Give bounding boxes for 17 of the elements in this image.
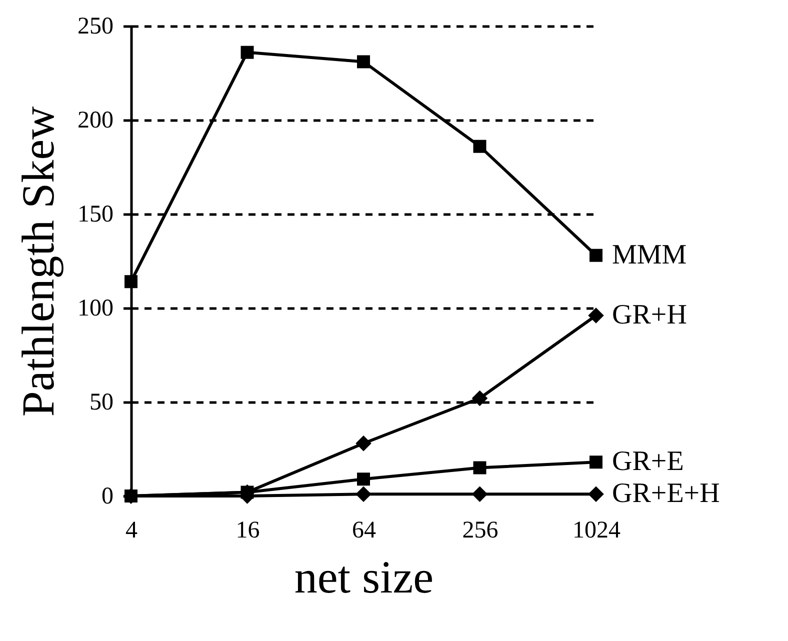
x-axis-title: net size — [294, 552, 434, 602]
x-tick-label: 16 — [236, 518, 260, 544]
y-tick-label: 100 — [78, 296, 114, 322]
series-label: GR+H — [612, 300, 687, 331]
y-tick-label: 0 — [102, 484, 114, 510]
y-tick-label: 250 — [78, 14, 114, 40]
series-label: GR+E+H — [612, 478, 720, 510]
x-tick-label: 64 — [352, 518, 376, 544]
y-tick-label: 50 — [90, 390, 114, 416]
x-tick-label: 1024 — [572, 518, 620, 544]
y-tick-label: 200 — [78, 108, 114, 134]
x-tick-label: 256 — [462, 518, 498, 544]
y-tick-label: 150 — [78, 202, 114, 228]
series-label: GR+E — [612, 446, 684, 478]
x-tick-label: 4 — [126, 518, 138, 544]
y-axis-title: Pathlength Skew — [12, 105, 64, 417]
series-label: MMM — [612, 239, 687, 270]
